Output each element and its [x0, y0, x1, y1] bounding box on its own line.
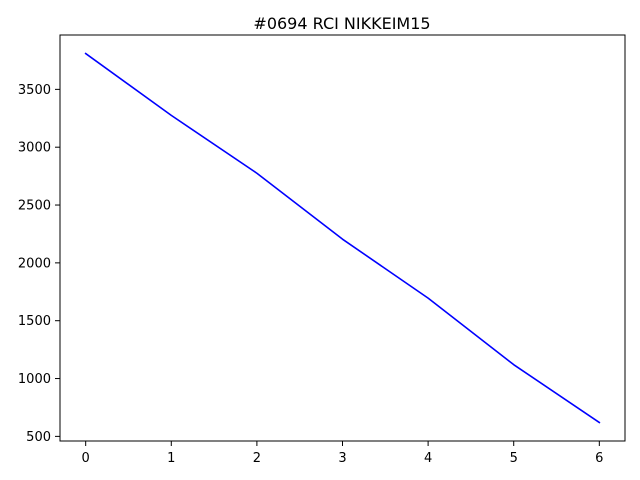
- x-tick-label: 5: [510, 451, 518, 466]
- x-axis: 0 1 2 3 4 5 6: [82, 441, 603, 466]
- x-tick-label: 6: [595, 451, 603, 466]
- x-tick-label: 0: [82, 451, 90, 466]
- x-tick-label: 1: [167, 451, 175, 466]
- y-tick-label: 2000: [18, 256, 51, 271]
- y-tick-label: 1500: [18, 314, 51, 329]
- y-axis: 500 1000 1500 2000 2500 3000 3500: [18, 83, 60, 445]
- x-tick-label: 2: [253, 451, 261, 466]
- x-tick-label: 3: [338, 451, 346, 466]
- y-tick-label: 500: [26, 430, 51, 445]
- y-tick-label: 3500: [18, 83, 51, 98]
- chart-title: #0694 RCI NIKKEIM15: [253, 14, 430, 33]
- y-tick-label: 3000: [18, 141, 51, 156]
- series-layer: [84, 52, 601, 424]
- series-line: [84, 52, 601, 424]
- x-tick-label: 4: [424, 451, 432, 466]
- y-tick-label: 1000: [18, 372, 51, 387]
- y-tick-label: 2500: [18, 199, 51, 214]
